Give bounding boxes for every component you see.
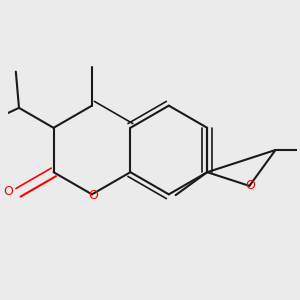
Text: O: O	[246, 179, 256, 192]
Text: O: O	[88, 189, 98, 202]
Text: O: O	[3, 185, 13, 198]
